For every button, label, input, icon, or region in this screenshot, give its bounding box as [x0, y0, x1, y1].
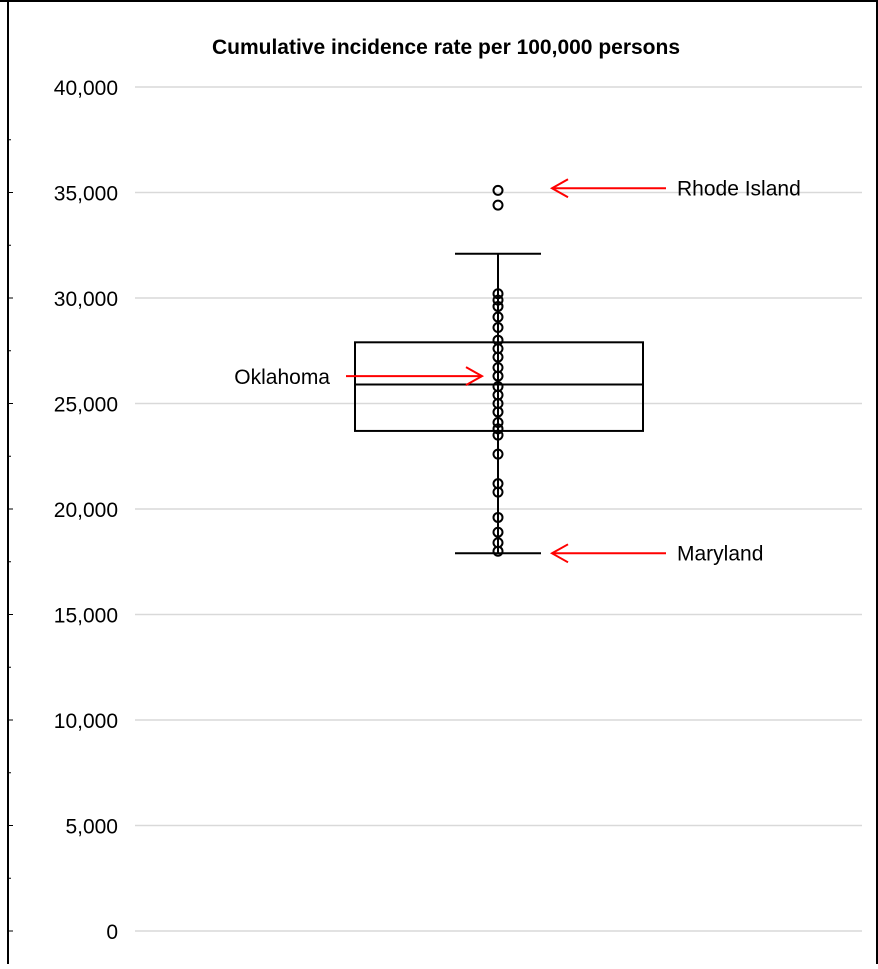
annotation-arrow-head — [465, 366, 485, 386]
data-point — [492, 406, 504, 418]
data-point — [492, 370, 504, 382]
annotation-arrow-head — [549, 543, 569, 564]
data-points — [492, 184, 504, 557]
data-point — [492, 545, 504, 557]
annotation-label: Rhode Island — [677, 177, 801, 200]
data-point — [492, 429, 504, 441]
annotations: Rhode Island Oklahoma Maryland — [234, 177, 800, 565]
y-tick-label: 5,000 — [65, 816, 118, 839]
data-point — [492, 322, 504, 334]
data-point — [492, 288, 504, 300]
data-point — [492, 184, 504, 196]
y-tick-label: 25,000 — [54, 394, 118, 417]
annotation-label: Maryland — [677, 542, 763, 565]
y-axis: 0 5,000 10,000 15,000 20,000 25,000 30,000 35,0… — [8, 77, 118, 944]
data-point — [492, 486, 504, 498]
chart-title: Cumulative incidence rate per 100,000 pe… — [212, 36, 680, 59]
y-tick-label: 40,000 — [54, 77, 118, 100]
y-tick-label: 0 — [106, 921, 118, 944]
data-point — [492, 423, 504, 435]
data-point — [492, 526, 504, 538]
y-tick-label: 30,000 — [54, 288, 118, 311]
data-point — [492, 294, 504, 306]
annotation-label: Oklahoma — [234, 366, 330, 389]
annotation-arrow-head — [549, 178, 569, 199]
data-point — [492, 311, 504, 323]
y-tick-label: 20,000 — [54, 499, 118, 522]
data-point — [492, 300, 504, 312]
data-point — [492, 416, 504, 428]
y-tick-label: 35,000 — [54, 183, 118, 206]
y-tick-label: 10,000 — [54, 710, 118, 733]
data-point — [492, 351, 504, 363]
data-point — [492, 448, 504, 460]
data-point — [492, 511, 504, 523]
y-tick-label: 15,000 — [54, 605, 118, 628]
data-point — [492, 199, 504, 211]
